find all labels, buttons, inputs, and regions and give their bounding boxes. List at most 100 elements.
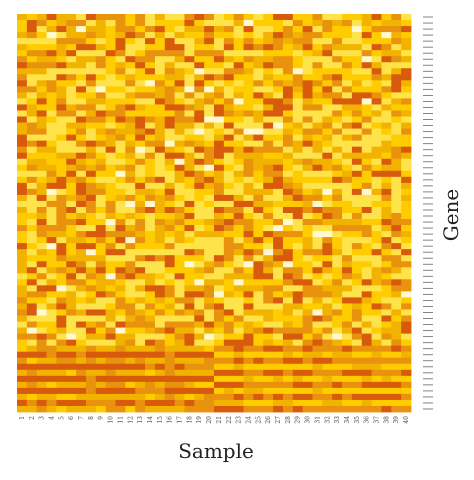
heatmap-cell	[66, 321, 77, 328]
heatmap-cell	[105, 387, 116, 395]
heatmap-cell	[17, 194, 28, 202]
heatmap-cell	[36, 14, 47, 21]
heatmap-cell	[184, 363, 195, 371]
heatmap-cell	[66, 243, 77, 250]
heatmap-cell	[342, 104, 353, 111]
heatmap-cell	[204, 315, 215, 322]
heatmap-cell	[164, 399, 175, 407]
heatmap-cell	[105, 206, 116, 214]
heatmap-cell	[184, 393, 195, 401]
heatmap-cell	[332, 152, 343, 160]
heatmap-cell	[17, 134, 28, 142]
heatmap-cell	[194, 255, 205, 262]
heatmap-cell	[46, 213, 57, 220]
heatmap-cell	[135, 86, 146, 93]
heatmap-cell	[332, 297, 343, 304]
heatmap-cell	[56, 225, 67, 232]
heatmap-cell	[401, 231, 412, 238]
heatmap-cell	[214, 206, 225, 214]
heatmap-cell	[125, 285, 136, 292]
heatmap-cell	[105, 267, 116, 274]
heatmap-cell	[322, 176, 333, 184]
heatmap-cell	[164, 62, 175, 69]
gene-tick-marks	[423, 16, 433, 410]
heatmap-cell	[105, 249, 116, 256]
heatmap-cell	[253, 357, 264, 365]
heatmap-cell	[46, 176, 57, 184]
heatmap-cell	[135, 122, 146, 129]
heatmap-cell	[361, 50, 372, 57]
heatmap-cell	[302, 200, 313, 208]
heatmap-cell	[233, 225, 244, 232]
heatmap-cell	[184, 345, 195, 353]
heatmap-cell	[302, 116, 313, 123]
heatmap-cell	[85, 140, 97, 148]
heatmap-cell	[135, 188, 146, 196]
heatmap-cell	[243, 26, 254, 33]
heatmap-cell	[36, 339, 47, 347]
heatmap-cell	[282, 182, 294, 190]
heatmap-cell	[194, 375, 205, 383]
heatmap-cell	[342, 50, 353, 57]
heatmap-cell	[204, 303, 215, 310]
heatmap-cell	[302, 80, 313, 87]
heatmap-cell	[342, 285, 353, 292]
heatmap-cell	[243, 62, 254, 69]
heatmap-cell	[371, 237, 382, 244]
heatmap-cell	[342, 152, 353, 160]
heatmap-cell	[253, 206, 264, 214]
heatmap-cell	[312, 62, 323, 69]
heatmap-cell	[253, 321, 264, 328]
heatmap-cell	[26, 176, 38, 184]
heatmap-cell	[263, 158, 274, 166]
heatmap-cell	[233, 68, 244, 75]
heatmap-cell	[36, 80, 47, 87]
heatmap-cell	[164, 381, 175, 389]
heatmap-cell	[76, 176, 87, 184]
heatmap-cell	[184, 14, 195, 21]
heatmap-cell	[223, 219, 235, 226]
heatmap-cell	[145, 261, 156, 268]
heatmap-cell	[115, 339, 126, 347]
heatmap-cell	[302, 164, 313, 172]
heatmap-cell	[332, 14, 343, 21]
heatmap-cell	[214, 231, 225, 238]
heatmap-cell	[135, 14, 146, 21]
heatmap-cell	[342, 200, 353, 208]
heatmap-cell	[312, 279, 323, 286]
heatmap-cell	[302, 140, 313, 148]
heatmap-cell	[105, 182, 116, 190]
heatmap-cell	[391, 231, 402, 238]
heatmap-cell	[164, 369, 175, 377]
heatmap-cell	[164, 219, 175, 226]
heatmap-cell	[263, 68, 274, 75]
heatmap-cell	[105, 351, 116, 359]
heatmap-cell	[154, 381, 166, 389]
heatmap-cell	[302, 375, 313, 383]
heatmap-cell	[282, 14, 294, 21]
heatmap-cell	[76, 56, 87, 63]
heatmap-cell	[164, 393, 175, 401]
heatmap-cell	[135, 158, 146, 166]
heatmap-cell	[184, 116, 195, 123]
heatmap-cell	[351, 158, 363, 166]
heatmap-cell	[312, 26, 323, 33]
heatmap-cell	[361, 309, 372, 316]
heatmap-cell	[351, 255, 363, 262]
heatmap-cell	[125, 122, 136, 129]
heatmap-cell	[184, 188, 195, 196]
heatmap-cell	[115, 140, 126, 148]
heatmap-cell	[292, 267, 304, 274]
heatmap-cell	[154, 206, 166, 214]
heatmap-cell	[36, 194, 47, 202]
heatmap-cell	[105, 399, 116, 407]
heatmap-cell	[332, 50, 343, 57]
heatmap-cell	[145, 68, 156, 75]
heatmap-cell	[174, 50, 185, 57]
heatmap-cell	[233, 86, 244, 93]
heatmap-cell	[381, 237, 392, 244]
heatmap-cell	[351, 273, 363, 280]
heatmap-cell	[322, 104, 333, 111]
heatmap-cell	[302, 363, 313, 371]
heatmap-cell	[273, 393, 284, 401]
